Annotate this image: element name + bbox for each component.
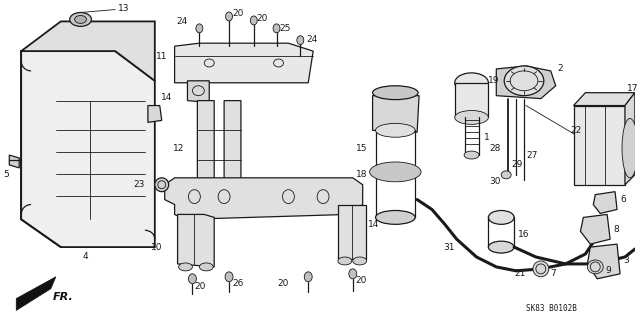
- Text: 20: 20: [257, 14, 268, 23]
- Text: 22: 22: [570, 126, 582, 135]
- Text: 9: 9: [605, 266, 611, 275]
- Ellipse shape: [488, 211, 514, 224]
- Ellipse shape: [225, 272, 233, 282]
- Text: 31: 31: [444, 242, 455, 252]
- Bar: [455, 83, 488, 117]
- Text: 24: 24: [307, 35, 317, 44]
- Ellipse shape: [376, 123, 415, 137]
- Text: 10: 10: [151, 242, 163, 252]
- Polygon shape: [573, 106, 625, 185]
- Text: 3: 3: [623, 256, 628, 265]
- Text: FR.: FR.: [53, 292, 74, 301]
- Text: 8: 8: [613, 225, 619, 234]
- Text: 20: 20: [195, 282, 206, 291]
- Text: 18: 18: [356, 170, 367, 179]
- Polygon shape: [593, 192, 617, 213]
- Ellipse shape: [370, 162, 421, 182]
- Polygon shape: [625, 93, 635, 185]
- Polygon shape: [496, 66, 556, 99]
- Ellipse shape: [622, 118, 638, 178]
- Ellipse shape: [588, 260, 603, 274]
- Text: 29: 29: [511, 160, 522, 169]
- Text: 26: 26: [232, 279, 243, 288]
- Ellipse shape: [199, 263, 213, 271]
- Text: 21: 21: [514, 269, 525, 278]
- Text: 6: 6: [620, 195, 626, 204]
- Text: 16: 16: [518, 230, 529, 239]
- Ellipse shape: [372, 86, 418, 100]
- Polygon shape: [372, 96, 419, 132]
- Polygon shape: [164, 178, 363, 219]
- Ellipse shape: [501, 171, 511, 179]
- Polygon shape: [573, 93, 635, 106]
- Polygon shape: [21, 21, 155, 81]
- Ellipse shape: [455, 110, 488, 124]
- Text: 23: 23: [134, 180, 145, 189]
- Ellipse shape: [376, 211, 415, 224]
- Ellipse shape: [349, 269, 356, 279]
- Text: 28: 28: [489, 144, 500, 152]
- Text: 20: 20: [277, 279, 289, 288]
- Text: 20: 20: [356, 276, 367, 285]
- Text: 17: 17: [627, 84, 639, 93]
- Text: 20: 20: [232, 9, 243, 18]
- Text: 25: 25: [280, 24, 291, 33]
- Ellipse shape: [225, 12, 232, 21]
- Text: 24: 24: [176, 17, 188, 26]
- Polygon shape: [338, 204, 365, 259]
- Text: 14: 14: [367, 220, 379, 229]
- Ellipse shape: [353, 257, 367, 265]
- Ellipse shape: [504, 66, 544, 96]
- Ellipse shape: [70, 12, 92, 26]
- Polygon shape: [148, 106, 162, 122]
- Ellipse shape: [225, 191, 239, 199]
- Text: 7: 7: [550, 269, 556, 278]
- Ellipse shape: [75, 16, 86, 23]
- Polygon shape: [588, 244, 620, 279]
- Ellipse shape: [533, 261, 548, 277]
- Polygon shape: [197, 100, 214, 193]
- Text: 5: 5: [3, 170, 9, 179]
- Ellipse shape: [338, 257, 352, 265]
- Polygon shape: [10, 155, 19, 168]
- Text: SK83 B0102B: SK83 B0102B: [526, 304, 577, 313]
- Text: 15: 15: [356, 144, 367, 152]
- Polygon shape: [580, 214, 610, 244]
- Text: 13: 13: [118, 4, 130, 13]
- Ellipse shape: [464, 151, 479, 159]
- Ellipse shape: [455, 73, 488, 93]
- Ellipse shape: [250, 16, 257, 25]
- Ellipse shape: [304, 272, 312, 282]
- Ellipse shape: [196, 24, 203, 33]
- Ellipse shape: [199, 191, 213, 199]
- Text: 4: 4: [83, 253, 88, 262]
- Polygon shape: [188, 81, 209, 103]
- Text: 30: 30: [490, 177, 501, 186]
- Polygon shape: [16, 277, 56, 310]
- Ellipse shape: [188, 274, 196, 284]
- Text: 12: 12: [173, 144, 184, 152]
- Ellipse shape: [179, 263, 193, 271]
- Text: 2: 2: [557, 64, 563, 73]
- Ellipse shape: [273, 24, 280, 33]
- Text: 19: 19: [488, 76, 500, 85]
- Ellipse shape: [155, 178, 169, 192]
- Text: 11: 11: [156, 52, 168, 61]
- Text: 1: 1: [484, 133, 490, 142]
- Text: 27: 27: [526, 151, 538, 160]
- Polygon shape: [175, 43, 313, 83]
- Polygon shape: [177, 214, 214, 267]
- Ellipse shape: [297, 36, 304, 45]
- Ellipse shape: [488, 241, 514, 253]
- Polygon shape: [224, 100, 241, 193]
- Text: 14: 14: [161, 93, 173, 102]
- Polygon shape: [21, 51, 155, 247]
